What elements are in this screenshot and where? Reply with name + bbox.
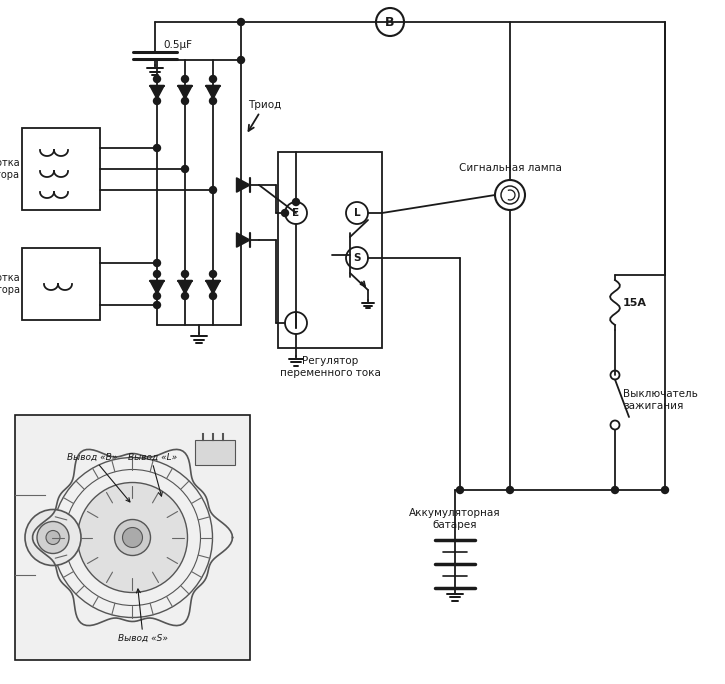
Bar	[22, 128, 100, 210]
Text: Вывод «S»: Вывод «S»	[117, 633, 167, 642]
Text: Выключатель
зажигания: Выключатель зажигания	[623, 389, 698, 411]
Bar	[278, 152, 382, 348]
Text: Аккумуляторная
батарея: Аккумуляторная батарея	[409, 508, 501, 530]
Circle shape	[238, 18, 244, 25]
Polygon shape	[178, 86, 192, 99]
Bar	[15, 415, 250, 660]
Circle shape	[154, 75, 160, 83]
Text: Вывод «B»: Вывод «B»	[67, 453, 117, 462]
Circle shape	[181, 98, 188, 105]
Text: E: E	[292, 208, 299, 218]
Circle shape	[154, 144, 160, 151]
Polygon shape	[236, 233, 250, 247]
Bar	[22, 248, 100, 320]
Circle shape	[154, 293, 160, 300]
Circle shape	[115, 520, 151, 555]
Circle shape	[154, 270, 160, 278]
Circle shape	[507, 486, 513, 493]
Circle shape	[210, 293, 217, 300]
Circle shape	[281, 209, 289, 217]
Circle shape	[78, 482, 188, 592]
Text: Вывод «L»: Вывод «L»	[128, 453, 177, 462]
Polygon shape	[206, 280, 220, 294]
Polygon shape	[150, 280, 164, 294]
Polygon shape	[150, 86, 164, 99]
Text: Триод: Триод	[248, 100, 281, 110]
Circle shape	[210, 270, 217, 278]
Polygon shape	[178, 280, 192, 294]
Text: L: L	[354, 208, 360, 218]
Circle shape	[37, 521, 69, 553]
Text: Обмотка
статора: Обмотка статора	[0, 158, 20, 180]
Circle shape	[154, 98, 160, 105]
Circle shape	[154, 302, 160, 308]
Polygon shape	[236, 178, 250, 192]
Circle shape	[181, 270, 188, 278]
Circle shape	[661, 486, 668, 493]
Circle shape	[181, 75, 188, 83]
Text: S: S	[353, 253, 361, 263]
Circle shape	[611, 486, 618, 493]
Text: B: B	[385, 16, 394, 29]
Circle shape	[238, 57, 244, 64]
Circle shape	[123, 527, 143, 547]
Circle shape	[292, 198, 299, 205]
Circle shape	[210, 98, 217, 105]
Circle shape	[154, 259, 160, 267]
Circle shape	[25, 510, 81, 566]
Bar	[195, 440, 235, 465]
Text: Сигнальная лампа: Сигнальная лампа	[458, 163, 561, 173]
Circle shape	[181, 293, 188, 300]
Text: Регулятор
переменного тока: Регулятор переменного тока	[280, 356, 381, 378]
Text: Обмотка
ротора: Обмотка ротора	[0, 273, 20, 295]
Text: 0.5μF: 0.5μF	[163, 40, 192, 50]
Text: 15A: 15A	[623, 298, 647, 308]
Circle shape	[46, 531, 60, 544]
Circle shape	[210, 187, 217, 194]
Circle shape	[238, 181, 244, 189]
Circle shape	[457, 486, 463, 493]
Polygon shape	[206, 86, 220, 99]
Circle shape	[210, 75, 217, 83]
Circle shape	[181, 166, 188, 172]
